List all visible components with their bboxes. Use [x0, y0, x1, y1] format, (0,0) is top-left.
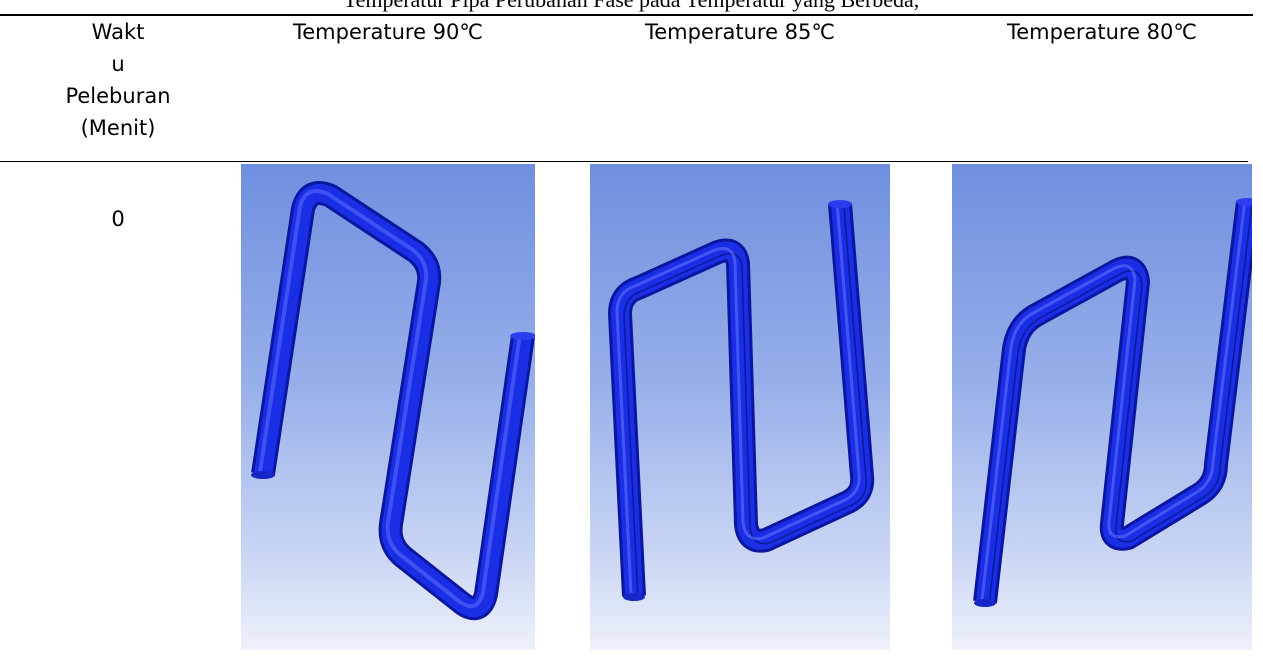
pipe-model-image-80	[952, 164, 1252, 650]
pipe-model-image-85	[590, 164, 890, 650]
pipe-model-image-90	[241, 164, 535, 650]
table-top-rule	[0, 14, 1253, 16]
serpentine-pipe-model-icon	[608, 200, 875, 601]
serpentine-pipe-model-icon	[973, 198, 1252, 607]
header-temperature-85: Temperature 85℃	[644, 20, 835, 44]
table-caption: Temperatur Pipa Perubahan Fase pada Temp…	[0, 0, 1263, 13]
header-time-line-1: Wakt	[91, 20, 145, 44]
header-time-line-4: (Menit)	[80, 116, 156, 140]
header-melting-time: Wakt u Peleburan (Menit)	[28, 16, 208, 144]
header-temperature-80: Temperature 80℃	[1006, 20, 1197, 44]
header-time-line-3: Peleburan	[65, 84, 171, 108]
row-time-value: 0	[111, 207, 125, 231]
serpentine-pipe-model-icon	[251, 181, 535, 621]
header-time-line-2: u	[111, 52, 125, 76]
header-temperature-90: Temperature 90℃	[292, 20, 483, 44]
table-header-rule	[0, 161, 1248, 162]
